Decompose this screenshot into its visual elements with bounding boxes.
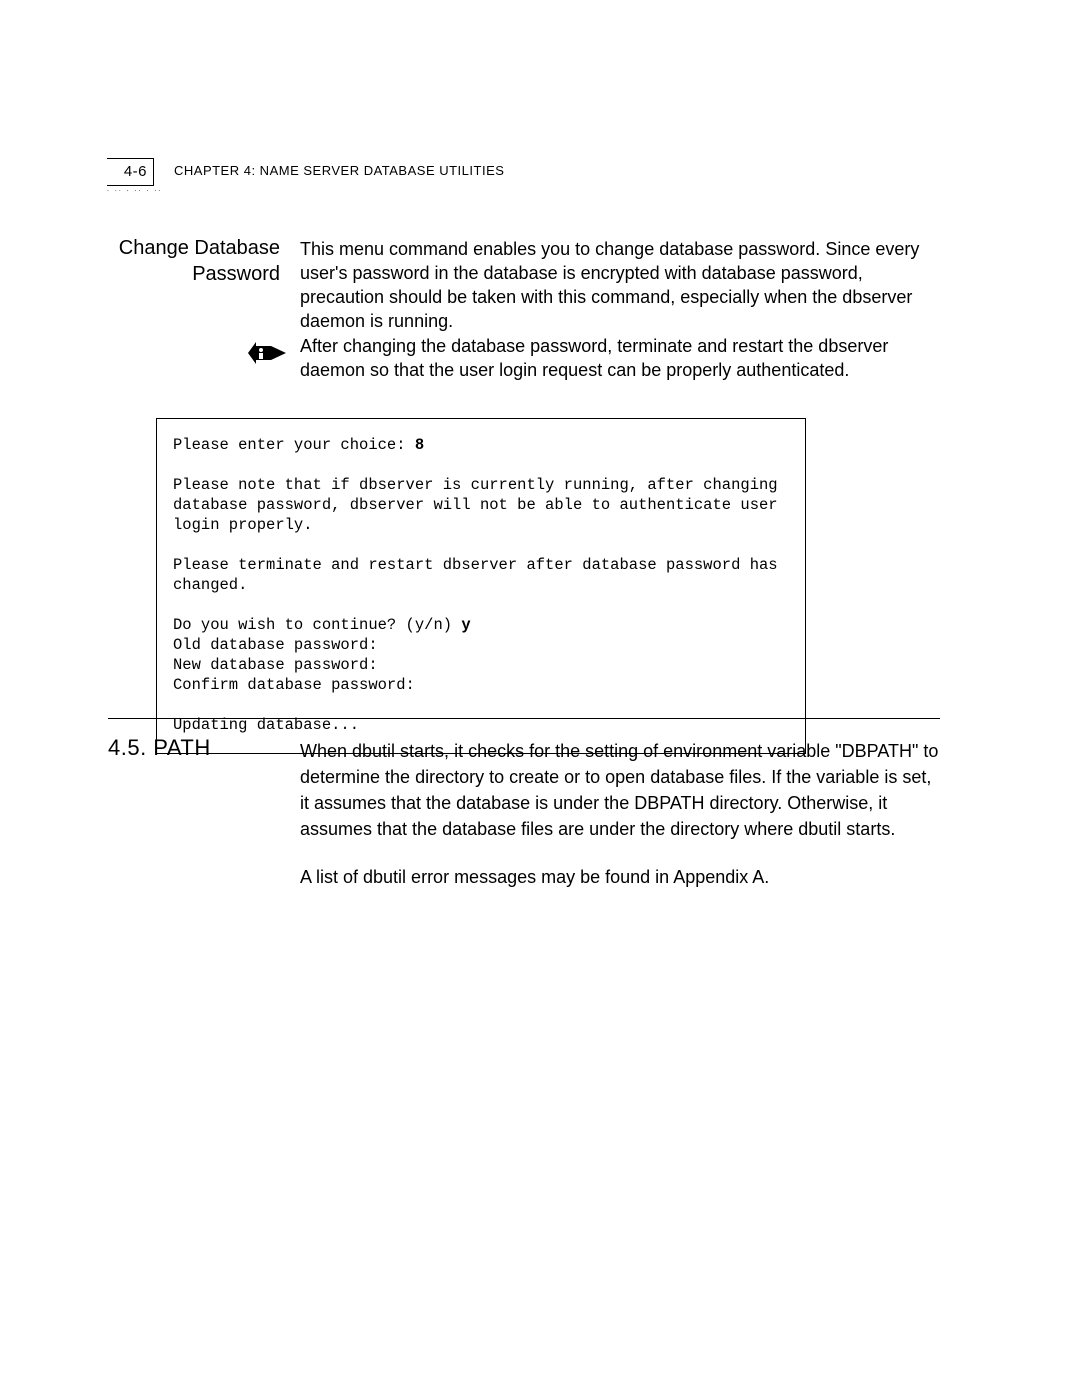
section-label-line2: Password: [192, 263, 280, 285]
term-continue-label: Do you wish to continue? (y/n): [173, 616, 461, 634]
term-continue-value: y: [461, 616, 470, 634]
term-warn1: Please note that if dbserver is currentl…: [173, 476, 787, 534]
section-heading-path: 4.5. PATH: [108, 735, 211, 761]
chapter-title: CHAPTER 4: NAME SERVER DATABASE UTILITIE…: [174, 163, 504, 178]
info-icon: [248, 336, 288, 370]
document-page: 4-6 . .. . .. . .. CHAPTER 4: NAME SERVE…: [0, 0, 1080, 1397]
section-rule: [108, 718, 940, 719]
path-paragraph-1: When dbutil starts, it checks for the se…: [300, 738, 940, 842]
note-text: After changing the database password, te…: [300, 334, 940, 382]
term-choice-value: 8: [415, 436, 424, 454]
term-warn2: Please terminate and restart dbserver af…: [173, 556, 787, 594]
terminal-output: Please enter your choice: 8 Please note …: [156, 418, 806, 754]
section-body-change-db-password: This menu command enables you to change …: [300, 237, 940, 333]
term-old-pw: Old database password:: [173, 636, 378, 654]
path-paragraph-2: A list of dbutil error messages may be f…: [300, 864, 940, 890]
section-body-path: When dbutil starts, it checks for the se…: [300, 738, 940, 912]
section-label-change-db-password: Change Database Password: [110, 235, 280, 287]
section-label-line1: Change Database: [119, 237, 280, 259]
page-number: 4-6: [124, 163, 147, 180]
page-number-box: 4-6: [107, 158, 154, 186]
term-choice-label: Please enter your choice:: [173, 436, 415, 454]
term-confirm-pw: Confirm database password:: [173, 676, 415, 694]
header-dots: . .. . .. . ..: [107, 186, 162, 193]
note-row: After changing the database password, te…: [248, 334, 940, 382]
term-new-pw: New database password:: [173, 656, 378, 674]
